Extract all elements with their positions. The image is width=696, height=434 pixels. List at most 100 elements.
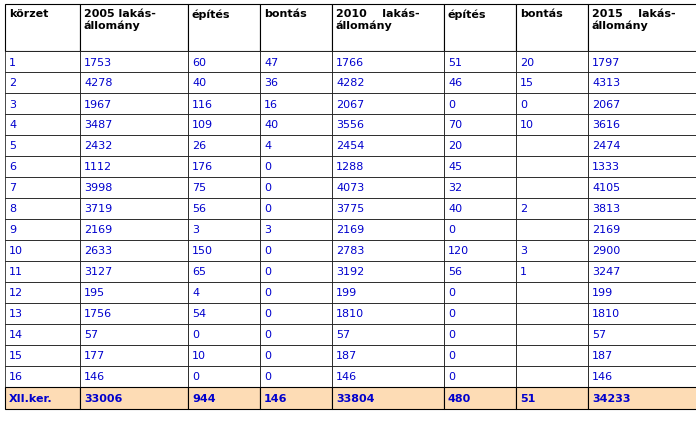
- Bar: [5, 283, 80, 303]
- Text: 480: 480: [448, 393, 471, 403]
- Text: 1288: 1288: [336, 162, 365, 172]
- Text: 0: 0: [264, 267, 271, 277]
- Bar: [80, 220, 188, 240]
- Bar: [516, 283, 588, 303]
- Bar: [5, 178, 80, 198]
- Bar: [588, 157, 696, 178]
- Text: 1: 1: [9, 57, 16, 67]
- Bar: [260, 136, 332, 157]
- Text: 8: 8: [9, 204, 16, 214]
- Text: 56: 56: [192, 204, 206, 214]
- Bar: [588, 178, 696, 198]
- Bar: [80, 52, 188, 73]
- Text: 3: 3: [192, 225, 199, 235]
- Bar: [188, 52, 260, 73]
- Text: 56: 56: [448, 267, 462, 277]
- Bar: [188, 94, 260, 115]
- Text: építés: építés: [192, 9, 230, 20]
- Bar: [444, 283, 516, 303]
- Bar: [260, 5, 332, 52]
- Text: 7: 7: [9, 183, 16, 193]
- Bar: [260, 366, 332, 387]
- Text: 3775: 3775: [336, 204, 364, 214]
- Text: körzet: körzet: [9, 9, 49, 19]
- Text: 1810: 1810: [592, 309, 620, 319]
- Bar: [588, 94, 696, 115]
- Text: 4278: 4278: [84, 78, 113, 88]
- Text: 0: 0: [448, 99, 455, 109]
- Text: 2015    lakás-
állomány: 2015 lakás- állomány: [592, 9, 676, 31]
- Bar: [80, 94, 188, 115]
- Text: 2783: 2783: [336, 246, 365, 256]
- Text: 0: 0: [448, 330, 455, 340]
- Text: 2: 2: [9, 78, 16, 88]
- Text: 3192: 3192: [336, 267, 364, 277]
- Text: 0: 0: [264, 309, 271, 319]
- Bar: [444, 240, 516, 261]
- Text: 5: 5: [9, 141, 16, 151]
- Text: 177: 177: [84, 351, 105, 361]
- Text: 199: 199: [592, 288, 613, 298]
- Bar: [516, 240, 588, 261]
- Text: 187: 187: [336, 351, 357, 361]
- Bar: [80, 178, 188, 198]
- Text: 2169: 2169: [84, 225, 112, 235]
- Bar: [332, 52, 444, 73]
- Bar: [444, 220, 516, 240]
- Bar: [80, 345, 188, 366]
- Bar: [188, 366, 260, 387]
- Text: 146: 146: [84, 372, 105, 381]
- Text: 45: 45: [448, 162, 462, 172]
- Text: 4313: 4313: [592, 78, 620, 88]
- Bar: [188, 303, 260, 324]
- Text: 60: 60: [192, 57, 206, 67]
- Bar: [80, 136, 188, 157]
- Text: 3: 3: [9, 99, 16, 109]
- Text: 0: 0: [448, 225, 455, 235]
- Bar: [188, 387, 260, 409]
- Text: 40: 40: [448, 204, 462, 214]
- Text: 1112: 1112: [84, 162, 112, 172]
- Text: 2454: 2454: [336, 141, 365, 151]
- Text: 14: 14: [9, 330, 23, 340]
- Bar: [5, 303, 80, 324]
- Text: 15: 15: [520, 78, 534, 88]
- Text: 40: 40: [192, 78, 206, 88]
- Bar: [516, 94, 588, 115]
- Bar: [444, 94, 516, 115]
- Text: 2169: 2169: [592, 225, 620, 235]
- Text: 0: 0: [448, 309, 455, 319]
- Text: 54: 54: [192, 309, 206, 319]
- Bar: [516, 324, 588, 345]
- Bar: [188, 220, 260, 240]
- Bar: [332, 157, 444, 178]
- Text: 3719: 3719: [84, 204, 112, 214]
- Bar: [5, 136, 80, 157]
- Text: 57: 57: [592, 330, 606, 340]
- Text: 1756: 1756: [84, 309, 112, 319]
- Text: 0: 0: [264, 351, 271, 361]
- Text: 33804: 33804: [336, 393, 374, 403]
- Text: 0: 0: [264, 372, 271, 381]
- Text: 0: 0: [264, 183, 271, 193]
- Bar: [188, 261, 260, 283]
- Bar: [516, 178, 588, 198]
- Text: 0: 0: [448, 372, 455, 381]
- Bar: [588, 261, 696, 283]
- Text: 3487: 3487: [84, 120, 112, 130]
- Text: 9: 9: [9, 225, 16, 235]
- Bar: [332, 198, 444, 220]
- Bar: [516, 5, 588, 52]
- Text: 1333: 1333: [592, 162, 620, 172]
- Text: 1766: 1766: [336, 57, 364, 67]
- Bar: [588, 115, 696, 136]
- Bar: [5, 5, 80, 52]
- Bar: [80, 283, 188, 303]
- Bar: [588, 52, 696, 73]
- Bar: [260, 115, 332, 136]
- Bar: [260, 303, 332, 324]
- Text: 12: 12: [9, 288, 23, 298]
- Bar: [5, 73, 80, 94]
- Text: 2432: 2432: [84, 141, 112, 151]
- Bar: [260, 345, 332, 366]
